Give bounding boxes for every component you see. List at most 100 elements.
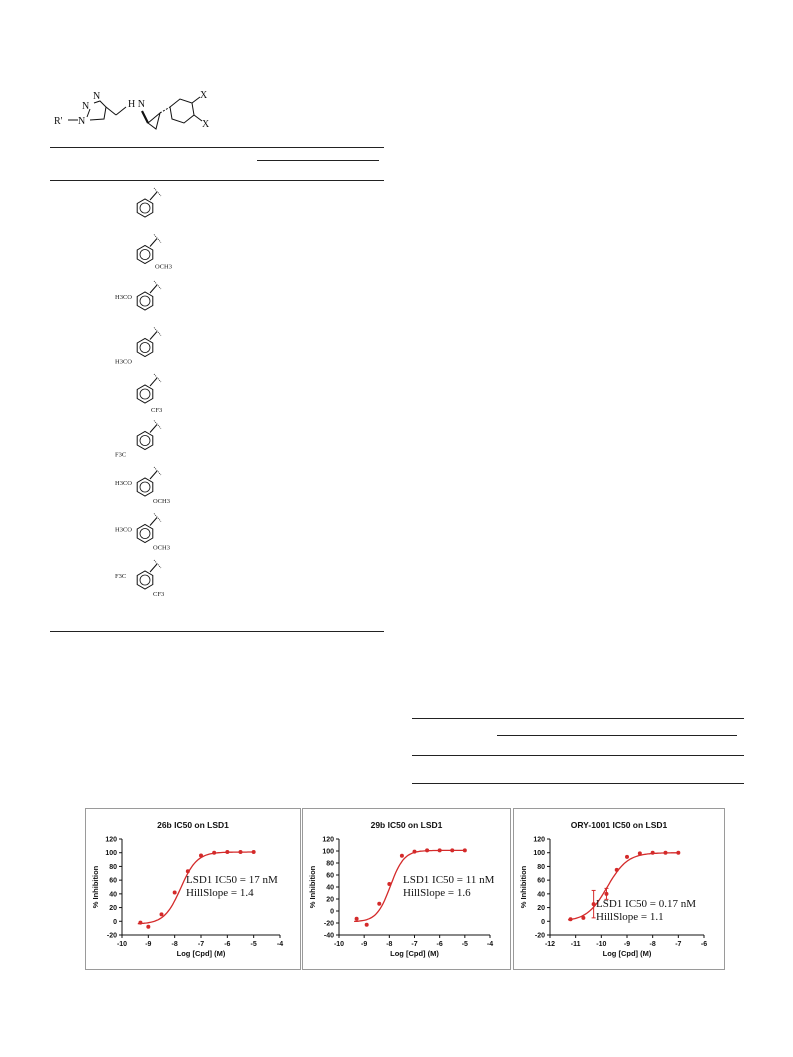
x-tick-label: -8: [386, 941, 392, 948]
x-tick-label: -6: [437, 941, 443, 948]
y-tick-label: 0: [113, 919, 117, 926]
y-tick-label: 80: [537, 864, 545, 871]
substituent-3-methoxyphenyl: H3CO: [115, 280, 162, 311]
y-tick-label: 0: [541, 919, 545, 926]
annotation-line: LSD1 IC50 = 11 nM: [403, 874, 495, 886]
chart-ory1001: ORY-1001 IC50 on LSD1 -20 0 20 40 60 80 100 120 -…: [519, 820, 707, 958]
x-tick-label: -7: [411, 941, 417, 948]
data-point: [650, 850, 655, 855]
x-tick-label: -10: [596, 941, 606, 948]
chart-title: ORY-1001 IC50 on LSD1: [571, 820, 668, 830]
data-point: [159, 912, 164, 917]
data-point: [377, 901, 382, 906]
substituent-2,5-dimethoxyphenyl: H3CO OCH3: [115, 466, 170, 505]
substituent-3,5-bis-trifluoromethylphenyl: F3C CF3: [115, 559, 164, 598]
x-tick-label: -9: [361, 941, 367, 948]
y-axis-label: % Inhibition: [308, 865, 317, 908]
table-top-rule: [50, 147, 384, 148]
data-point: [172, 890, 177, 895]
x-tick-label: -9: [145, 941, 151, 948]
x-tick-label: -9: [624, 941, 630, 948]
data-point: [676, 850, 681, 855]
substituent-2-methoxyphenyl: OCH3: [136, 234, 172, 271]
substituent-label: H3CO: [115, 359, 132, 366]
x-tick-label: -7: [198, 941, 204, 948]
table2-header-rule: [412, 755, 744, 756]
data-point: [364, 922, 369, 927]
data-point: [138, 920, 143, 925]
data-point: [437, 848, 442, 853]
data-point: [581, 915, 586, 920]
data-point: [568, 917, 573, 922]
substituent-label: H3CO: [115, 527, 132, 534]
data-point: [663, 850, 668, 855]
table-subheader-rule: [257, 160, 379, 161]
table2-top-rule: [412, 718, 744, 719]
y-tick-label: -40: [324, 933, 334, 940]
amine-label: H N: [128, 99, 145, 110]
substituent-label: H3CO: [115, 480, 132, 487]
data-point: [604, 891, 609, 896]
annotation-line: LSD1 IC50 = 0.17 nM: [596, 898, 696, 910]
x-substituent-2: X: [202, 119, 210, 130]
data-point: [251, 850, 256, 855]
substituent-label: CF3: [151, 407, 162, 414]
fit-curve: [137, 851, 254, 925]
y-tick-label: 60: [109, 878, 117, 885]
y-axis-label: % Inhibition: [519, 865, 528, 908]
x-tick-label: -4: [277, 941, 283, 948]
data-point: [637, 851, 642, 856]
x-tick-label: -12: [545, 941, 555, 948]
x-tick-label: -11: [571, 941, 581, 948]
substituent-4-methoxyphenyl: H3CO: [115, 327, 162, 366]
triazole-n2: N: [82, 101, 89, 112]
y-tick-label: 60: [326, 873, 334, 880]
substituent-label: OCH3: [153, 545, 170, 552]
substituent-label: OCH3: [153, 498, 170, 505]
data-point: [199, 853, 203, 858]
data-point: [412, 849, 417, 854]
chart-panel-29b: 29b IC50 on LSD1 -40 -20 0 20 40 60 80 100 120 -10…: [302, 808, 511, 970]
data-point: [238, 850, 243, 855]
y-tick-label: 100: [322, 849, 334, 856]
substituent-label: OCH3: [155, 264, 172, 271]
scaffold-structure: R' N N N H N X X: [50, 85, 230, 145]
y-tick-label: 20: [537, 905, 545, 912]
x-tick-label: -8: [650, 941, 656, 948]
data-point: [425, 848, 430, 853]
x-tick-label: -5: [462, 941, 468, 948]
chart-title: 29b IC50 on LSD1: [371, 820, 443, 830]
y-tick-label: 20: [326, 897, 334, 904]
y-tick-label: 120: [322, 837, 334, 844]
annotation-line: LSD1 IC50 = 17 nM: [186, 874, 278, 886]
x-tick-label: -6: [701, 941, 707, 948]
annotation-line: HillSlope = 1.1: [596, 911, 664, 923]
annotation-line: HillSlope = 1.6: [403, 887, 471, 899]
substituent-label: CF3: [153, 591, 164, 598]
x-tick-label: -10: [117, 941, 127, 948]
x-tick-label: -10: [334, 941, 344, 948]
r-group-label: R': [54, 116, 63, 127]
chart-panel-26b: 26b IC50 on LSD1 -20 0 20 40 60 80 100 120 -10 -9 -…: [85, 808, 301, 970]
data-point: [450, 848, 455, 853]
y-tick-label: -20: [535, 933, 545, 940]
x-tick-label: -5: [251, 941, 257, 948]
y-tick-label: 60: [537, 878, 545, 885]
data-point: [354, 916, 359, 921]
y-tick-label: 0: [330, 909, 334, 916]
data-point: [185, 869, 190, 874]
data-point: [212, 850, 217, 855]
y-tick-label: 120: [105, 837, 117, 844]
fit-curve: [354, 849, 465, 923]
triazole-n1: N: [78, 116, 85, 127]
substituent-column: OCH3 H3CO H3CO CF3 F3C H3CO OCH3 H3CO OCH3 F3C CF3: [115, 187, 230, 608]
x-tick-label: -4: [487, 941, 493, 948]
y-tick-label: 120: [533, 837, 545, 844]
data-point: [225, 850, 230, 855]
x-axis-label: Log [Cpd] (M): [390, 949, 439, 958]
data-point: [399, 853, 404, 858]
data-point: [146, 924, 151, 929]
substituent-phenyl: [136, 187, 162, 218]
y-tick-label: 20: [109, 905, 117, 912]
y-tick-label: 80: [109, 864, 117, 871]
